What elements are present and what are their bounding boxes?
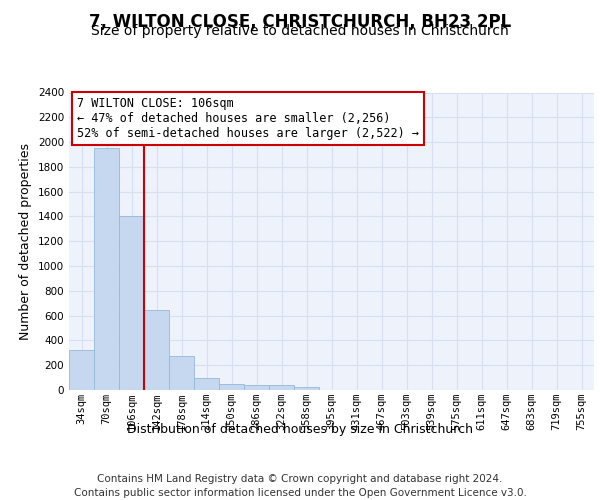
Bar	[94, 148, 119, 390]
Bar	[144, 310, 169, 390]
Text: Contains HM Land Registry data © Crown copyright and database right 2024.
Contai: Contains HM Land Registry data © Crown c…	[74, 474, 526, 498]
Text: 7 WILTON CLOSE: 106sqm
← 47% of detached houses are smaller (2,256)
52% of semi-: 7 WILTON CLOSE: 106sqm ← 47% of detached…	[77, 97, 419, 140]
Bar	[294, 387, 319, 390]
Text: Distribution of detached houses by size in Christchurch: Distribution of detached houses by size …	[127, 422, 473, 436]
Text: 7, WILTON CLOSE, CHRISTCHURCH, BH23 2PL: 7, WILTON CLOSE, CHRISTCHURCH, BH23 2PL	[89, 12, 511, 30]
Text: Size of property relative to detached houses in Christchurch: Size of property relative to detached ho…	[91, 24, 509, 38]
Bar	[194, 378, 219, 390]
Bar	[219, 384, 244, 390]
Y-axis label: Number of detached properties: Number of detached properties	[19, 143, 32, 340]
Bar	[244, 385, 269, 390]
Bar	[269, 385, 294, 390]
Bar	[69, 350, 94, 390]
Bar	[119, 216, 144, 390]
Bar	[169, 356, 194, 390]
